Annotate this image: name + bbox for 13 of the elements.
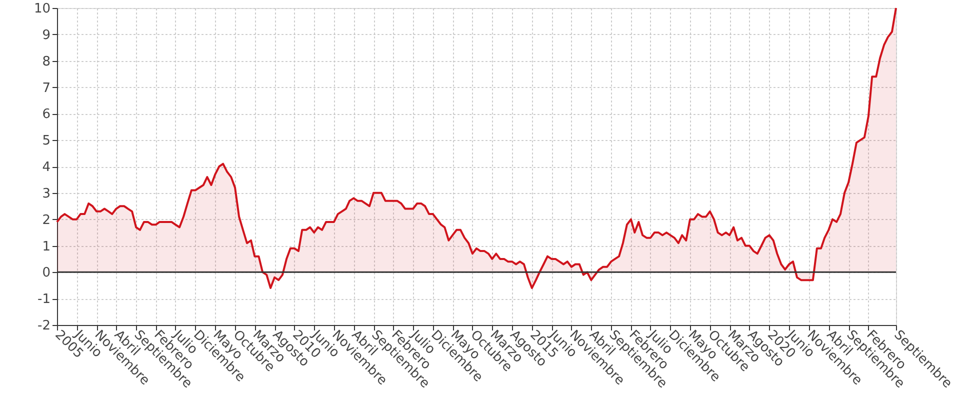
y-tick-label: 8	[42, 54, 50, 70]
y-tick-label: 3	[42, 186, 50, 202]
y-tick-label: 6	[42, 107, 50, 122]
y-tick-label: -1	[38, 292, 50, 308]
y-tick-label: 5	[42, 134, 50, 149]
y-tick-label: -2	[38, 318, 50, 334]
y-tick-label: 1	[42, 239, 50, 254]
y-tick-label: 10	[34, 2, 50, 16]
y-tick-label: 0	[42, 266, 50, 281]
y-tick-label: 7	[42, 80, 50, 96]
y-tick-label: 9	[42, 28, 50, 43]
y-tick-label: 2	[42, 212, 50, 228]
y-tick-label: 4	[42, 160, 50, 175]
